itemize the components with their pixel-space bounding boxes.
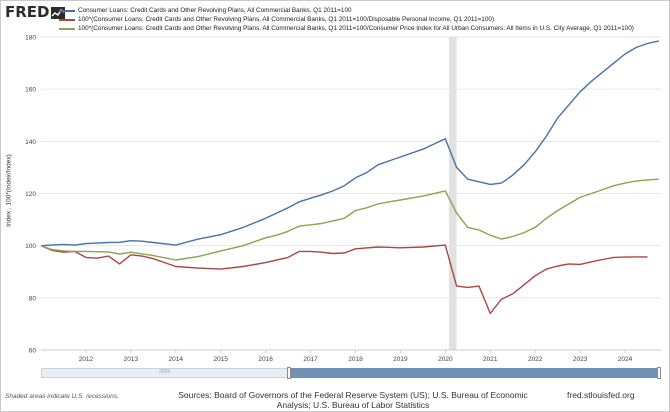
legend-swatch-series-2 — [59, 18, 75, 21]
legend-label-series-2: 100*(Consumer Loans: Credit Cards and Ot… — [78, 16, 495, 23]
y-tick-label: 120 — [25, 191, 36, 198]
x-tick-label: 2013 — [124, 356, 139, 363]
time-range-navigator[interactable]: 2005 — [41, 367, 661, 379]
legend-swatch-series-3 — [59, 27, 75, 30]
legend-label-series-1: Consumer Loans: Credit Cards and Other R… — [78, 7, 352, 14]
x-tick-label: 2018 — [348, 356, 363, 363]
x-tick-label: 2022 — [528, 356, 543, 363]
legend-item-series-1[interactable]: Consumer Loans: Credit Cards and Other R… — [59, 6, 659, 15]
series-line-1 — [40, 40, 659, 247]
x-tick-label: 2023 — [573, 356, 588, 363]
y-tick-label: 160 — [25, 87, 36, 94]
navigator-right-handle[interactable] — [657, 367, 661, 379]
line-chart: 60 80 100 120 140 160 180 2012 2013 2014 2015 2016 2… — [25, 35, 661, 363]
x-tick-label: 2020 — [438, 356, 453, 363]
y-tick-label: 180 — [25, 35, 36, 42]
series-line-3 — [40, 178, 659, 261]
legend-item-series-3[interactable]: 100*(Consumer Loans: Credit Cards and Ot… — [59, 24, 659, 33]
y-tick-label: 60 — [29, 348, 37, 355]
source-url-link[interactable]: fred.stlouisfed.org — [567, 390, 635, 400]
navigator-left-handle[interactable] — [287, 367, 291, 379]
sources-text: Sources: Board of Governors of the Feder… — [178, 390, 528, 410]
recession-note: Shaded areas indicate U.S. recessions. — [5, 393, 119, 400]
x-tick-label: 2014 — [169, 356, 184, 363]
x-tick-label: 2019 — [393, 356, 408, 363]
x-tick-label: 2012 — [79, 356, 94, 363]
y-tick-label: 80 — [29, 295, 37, 302]
y-tick-label: 100 — [25, 243, 36, 250]
x-tick-label: 2015 — [213, 356, 228, 363]
x-tick-label: 2024 — [618, 356, 633, 363]
x-tick-label: 2021 — [483, 356, 498, 363]
y-tick-label: 140 — [25, 139, 36, 146]
chart-legend: Consumer Loans: Credit Cards and Other R… — [59, 6, 659, 33]
series-line-2 — [40, 244, 648, 315]
legend-swatch-series-1 — [59, 9, 75, 12]
legend-label-series-3: 100*(Consumer Loans: Credit Cards and Ot… — [78, 25, 634, 32]
x-tick-label: 2016 — [258, 356, 273, 363]
navigator-selected-window[interactable] — [289, 368, 661, 378]
x-tick-label: 2017 — [303, 356, 318, 363]
logo-text: FRED — [5, 3, 50, 21]
navigator-year-label: 2005 — [159, 369, 171, 375]
legend-item-series-2[interactable]: 100*(Consumer Loans: Credit Cards and Ot… — [59, 15, 659, 24]
